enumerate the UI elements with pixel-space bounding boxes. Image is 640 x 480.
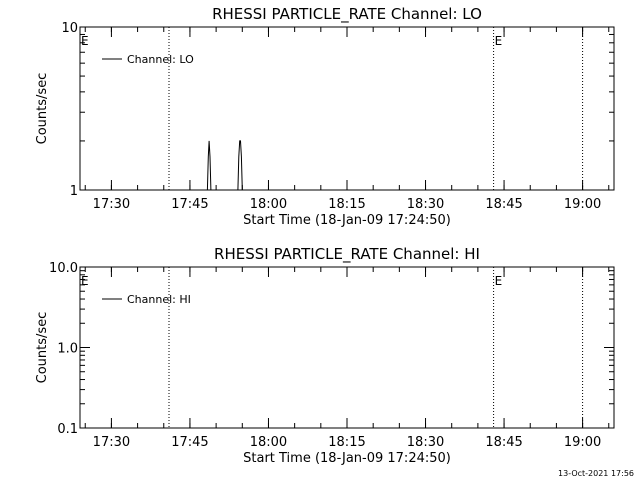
panel2-x-tick-label: 17:45 [171, 435, 208, 450]
panel2-x-tick-label: 17:30 [93, 435, 130, 450]
panel2-title: RHESSI PARTICLE_RATE Channel: HI [214, 245, 480, 264]
panel2-x-tick-label: 18:15 [328, 435, 365, 450]
panel1-y-tick-label: 1 [70, 184, 78, 199]
panel1-title: RHESSI PARTICLE_RATE Channel: LO [212, 5, 482, 24]
panel2-y-tick-label: 1.0 [57, 342, 78, 357]
panel2-x-tick-label: 19:00 [564, 435, 601, 450]
chart-panel-1: RHESSI PARTICLE_RATE Channel: LO 17:30 17:… [35, 5, 615, 228]
panel2-x-axis-label: Start Time (18-Jan-09 17:24:50) [243, 451, 451, 466]
timestamp: 13-Oct-2021 17:56 [558, 469, 634, 478]
panel2-edge-marker: E [81, 274, 89, 288]
panel1-x-tick-label: 18:00 [250, 197, 287, 212]
chart-panel-2: RHESSI PARTICLE_RATE Channel: HI 17:30 17:… [35, 245, 615, 466]
panel1-series-line [206, 140, 243, 191]
panel1-x-axis-label: Start Time (18-Jan-09 17:24:50) [243, 213, 451, 228]
panel1-y-tick-label: 10 [61, 21, 78, 36]
panel1-plot-frame [79, 26, 615, 191]
panel2-y-tick-label: 0.1 [57, 422, 78, 437]
panel1-x-tick-label: 18:45 [485, 197, 522, 212]
panel1-x-tick-label: 17:45 [171, 197, 208, 212]
panel1-x-tick-label: 18:15 [328, 197, 365, 212]
panel2-x-tick-label: 18:00 [250, 435, 287, 450]
panel1-x-tick-label: 17:30 [93, 197, 130, 212]
panel1-edge-marker: E [81, 34, 89, 48]
panel1-legend-label: Channel: LO [127, 53, 194, 66]
panel2-y-axis-label: Counts/sec [35, 312, 50, 384]
panel1-x-tick-label: 18:30 [407, 197, 444, 212]
panel2-plot-frame [79, 266, 615, 429]
panel2-event-label: E [495, 274, 503, 288]
panel2-legend-label: Channel: HI [127, 293, 191, 306]
panel2-x-tick-label: 18:30 [407, 435, 444, 450]
panel2-x-tick-label: 18:45 [485, 435, 522, 450]
panel1-y-axis-label: Counts/sec [35, 73, 50, 145]
panel1-x-tick-label: 19:00 [564, 197, 601, 212]
panel2-y-tick-label: 10.0 [49, 261, 78, 276]
panel1-event-label: E [495, 34, 503, 48]
